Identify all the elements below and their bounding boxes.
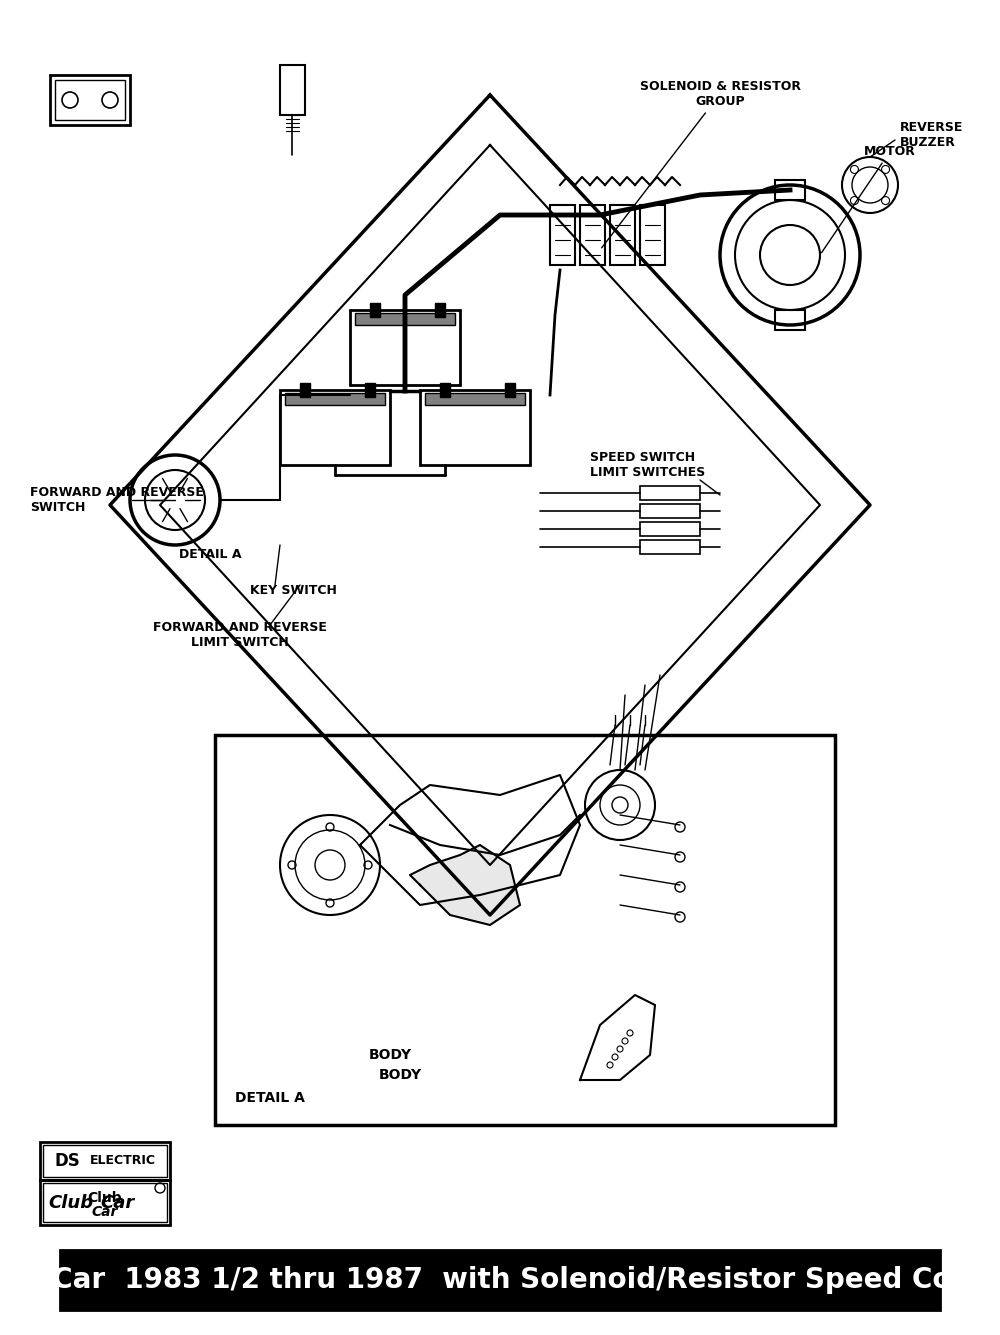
- Bar: [550, 206, 575, 266]
- Bar: [365, 383, 375, 396]
- Text: MOTOR: MOTOR: [822, 146, 916, 252]
- Bar: [280, 390, 390, 465]
- Text: BODY: BODY: [368, 1048, 412, 1063]
- Text: Car: Car: [100, 1193, 134, 1211]
- Bar: [505, 383, 515, 396]
- Text: DS: DS: [55, 1152, 81, 1169]
- Text: Club Car  1983 1/2 thru 1987  with Solenoid/Resistor Speed Control: Club Car 1983 1/2 thru 1987 with Solenoi…: [0, 1266, 1000, 1294]
- Bar: [440, 383, 450, 396]
- Text: FORWARD AND REVERSE
LIMIT SWITCH: FORWARD AND REVERSE LIMIT SWITCH: [153, 621, 327, 649]
- Bar: [435, 303, 445, 316]
- Bar: [640, 505, 700, 518]
- FancyBboxPatch shape: [60, 1250, 940, 1310]
- Bar: [775, 180, 805, 200]
- Polygon shape: [410, 845, 520, 925]
- Text: Club: Club: [88, 1191, 122, 1204]
- Bar: [640, 522, 700, 535]
- Bar: [40, 1141, 170, 1180]
- Bar: [285, 392, 385, 405]
- Bar: [640, 486, 700, 501]
- Bar: [420, 390, 530, 465]
- Bar: [50, 75, 130, 125]
- Bar: [640, 539, 700, 554]
- Bar: [580, 206, 605, 266]
- Bar: [370, 303, 380, 316]
- Text: Car: Car: [92, 1206, 118, 1219]
- Bar: [55, 80, 125, 120]
- Text: SPEED SWITCH
LIMIT SWITCHES: SPEED SWITCH LIMIT SWITCHES: [590, 451, 705, 479]
- Text: SOLENOID & RESISTOR
GROUP: SOLENOID & RESISTOR GROUP: [602, 80, 800, 248]
- Bar: [640, 206, 665, 266]
- Text: KEY SWITCH: KEY SWITCH: [250, 583, 337, 597]
- Text: DETAIL A: DETAIL A: [235, 1091, 305, 1105]
- Bar: [280, 65, 305, 115]
- Text: Club: Club: [48, 1193, 93, 1211]
- Text: DETAIL A: DETAIL A: [179, 549, 241, 562]
- Bar: [425, 392, 525, 405]
- Bar: [215, 736, 835, 1125]
- Bar: [610, 206, 635, 266]
- Bar: [40, 1180, 170, 1226]
- Text: BODY: BODY: [378, 1068, 422, 1081]
- Bar: [350, 310, 460, 384]
- Text: REVERSE
BUZZER: REVERSE BUZZER: [900, 121, 963, 150]
- Bar: [43, 1145, 167, 1177]
- Bar: [43, 1183, 167, 1222]
- Bar: [775, 310, 805, 330]
- Text: FORWARD AND REVERSE
SWITCH: FORWARD AND REVERSE SWITCH: [30, 486, 204, 514]
- Text: ELECTRIC: ELECTRIC: [90, 1155, 156, 1168]
- Bar: [355, 312, 455, 324]
- Bar: [300, 383, 310, 396]
